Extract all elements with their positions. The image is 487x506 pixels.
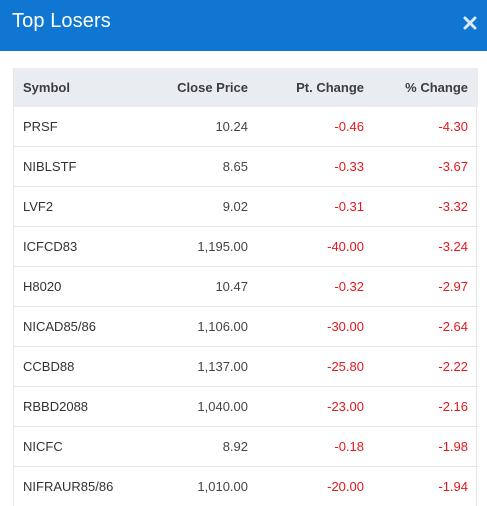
cell-close-price: 10.47: [132, 267, 248, 307]
cell-pct-change: -2.64: [364, 307, 478, 347]
dialog-title: Top Losers: [12, 10, 111, 33]
cell-symbol[interactable]: NICFC: [14, 427, 132, 467]
cell-symbol[interactable]: NIBLSTF: [14, 147, 132, 187]
cell-pct-change: -2.97: [364, 267, 478, 307]
cell-close-price: 8.92: [132, 427, 248, 467]
cell-pt-change: -25.80: [248, 347, 364, 387]
column-header-close-price[interactable]: Close Price: [132, 68, 248, 107]
cell-symbol[interactable]: NIFRAUR85/86: [14, 467, 132, 506]
dialog-header: Top Losers: [0, 0, 487, 51]
cell-pt-change: -30.00: [248, 307, 364, 347]
cell-symbol[interactable]: NICAD85/86: [14, 307, 132, 347]
cell-pt-change: -0.32: [248, 267, 364, 307]
close-icon[interactable]: [463, 16, 477, 30]
cell-symbol[interactable]: LVF2: [14, 187, 132, 227]
close-button[interactable]: [459, 12, 481, 34]
losers-table-container: Symbol Close Price Pt. Change % Change P…: [13, 68, 477, 506]
cell-pct-change: -1.98: [364, 427, 478, 467]
table-header-row: Symbol Close Price Pt. Change % Change: [14, 68, 478, 107]
cell-close-price: 1,106.00: [132, 307, 248, 347]
cell-pt-change: -0.18: [248, 427, 364, 467]
cell-pt-change: -0.46: [248, 107, 364, 147]
cell-pct-change: -2.22: [364, 347, 478, 387]
cell-close-price: 1,010.00: [132, 467, 248, 506]
cell-pct-change: -1.94: [364, 467, 478, 506]
cell-close-price: 10.24: [132, 107, 248, 147]
cell-pct-change: -3.67: [364, 147, 478, 187]
column-header-symbol[interactable]: Symbol: [14, 68, 132, 107]
cell-close-price: 8.65: [132, 147, 248, 187]
cell-symbol[interactable]: CCBD88: [14, 347, 132, 387]
cell-pt-change: -23.00: [248, 387, 364, 427]
cell-pt-change: -40.00: [248, 227, 364, 267]
cell-symbol[interactable]: RBBD2088: [14, 387, 132, 427]
cell-pct-change: -3.32: [364, 187, 478, 227]
cell-pt-change: -0.33: [248, 147, 364, 187]
cell-pct-change: -4.30: [364, 107, 478, 147]
cell-close-price: 1,137.00: [132, 347, 248, 387]
cell-pt-change: -0.31: [248, 187, 364, 227]
cell-close-price: 1,040.00: [132, 387, 248, 427]
cell-pt-change: -20.00: [248, 467, 364, 506]
cell-pct-change: -3.24: [364, 227, 478, 267]
column-header-pt-change[interactable]: Pt. Change: [248, 68, 364, 107]
losers-table: Symbol Close Price Pt. Change % Change P…: [14, 68, 478, 506]
cell-close-price: 9.02: [132, 187, 248, 227]
cell-symbol[interactable]: H8020: [14, 267, 132, 307]
cell-pct-change: -2.16: [364, 387, 478, 427]
cell-close-price: 1,195.00: [132, 227, 248, 267]
column-header-pct-change[interactable]: % Change: [364, 68, 478, 107]
cell-symbol[interactable]: PRSF: [14, 107, 132, 147]
cell-symbol[interactable]: ICFCD83: [14, 227, 132, 267]
